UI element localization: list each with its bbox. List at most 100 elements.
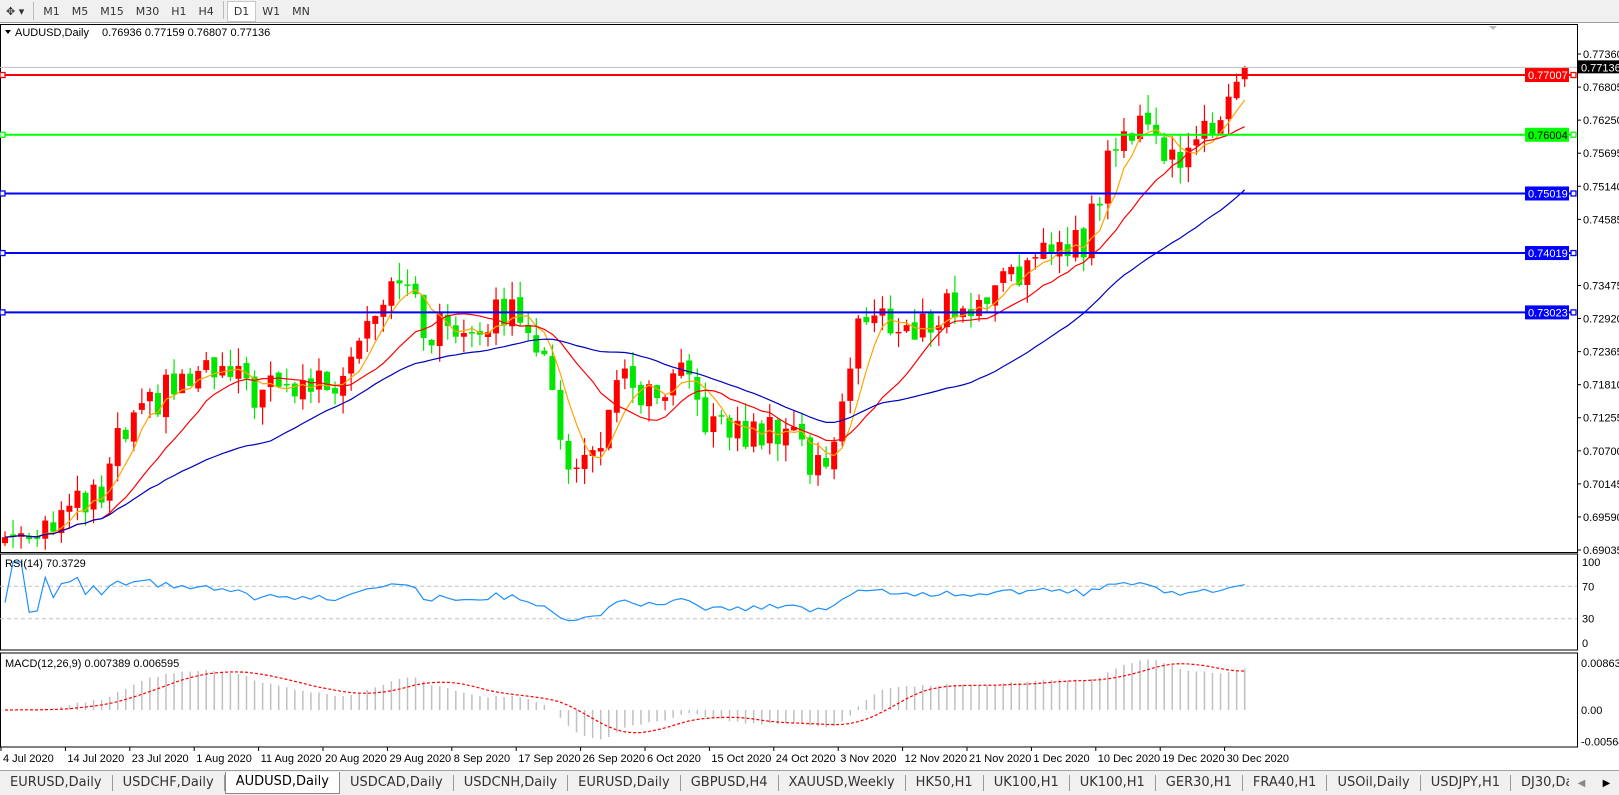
bear-candle [1096,203,1103,206]
ma-slow-line [4,189,1246,538]
bull-candle [1072,230,1079,258]
bear-candle [1080,228,1087,258]
bull-candle [146,391,153,402]
scroll-left-icon[interactable]: ◀ [1577,777,1586,789]
date-axis-label: 29 Aug 2020 [389,753,451,765]
bull-candle [203,360,210,371]
date-axis-label: 15 Oct 2020 [711,753,771,765]
date-axis-label: 19 Dec 2020 [1162,753,1224,765]
bear-candle [307,378,314,392]
tab-usoil-daily[interactable]: USOil,Daily [1327,775,1421,791]
bear-candle [324,371,330,391]
bull-candle [388,281,395,306]
hline-handle [1570,131,1577,138]
bull-candle [782,428,789,446]
hline-handle [1570,309,1577,316]
price-axis-label: 0.76805 [1583,82,1619,94]
timeframe-m30[interactable]: M30 [135,4,160,18]
bull-candle [662,397,669,401]
hline-handle [0,190,6,197]
timeframe-mn[interactable]: MN [292,4,310,18]
bear-candle [1016,266,1023,286]
price-axis-label: 0.71255 [1583,413,1619,425]
bear-candle [863,316,870,323]
bear-candle [122,429,129,440]
tab-uk100-h1[interactable]: UK100,H1 [984,775,1070,791]
tab-eurusd-daily[interactable]: EURUSD,Daily [0,775,113,791]
bear-candle [396,280,403,284]
price-axis-label: 0.72365 [1583,347,1619,359]
price-chart[interactable]: 0.77360 0.76805 0.76250 0.75695 0.75140 0.745… [0,24,1619,770]
timeframe-m5[interactable]: M5 [71,4,89,18]
timeframe-buttons: M1 M5 M15 M30 H1 H4 D1 W1 MN [37,0,316,22]
tab-scroll-arrows[interactable]: ◀ ▶ [1569,771,1619,795]
tab-hk50-h1[interactable]: HK50,H1 [906,775,984,791]
bull-candle [114,428,121,467]
tab-ger30-h1[interactable]: GER30,H1 [1156,775,1243,791]
price-axis-label: 0.69590 [1583,512,1619,524]
timeframe-h4[interactable]: H4 [198,4,214,18]
bull-candle [219,366,226,376]
date-axis-label: 21 Nov 2020 [969,753,1031,765]
bear-candle [823,458,830,467]
current-price-label: 0.77136 [1581,62,1619,74]
bear-candle [26,535,33,540]
hline-handle [0,309,6,316]
bear-candle [34,536,41,539]
tab-usdcnh-daily[interactable]: USDCNH,Daily [454,775,569,791]
bear-candle [1177,151,1184,168]
bear-candle [1209,122,1216,135]
bull-candle [1008,266,1015,275]
bull-candle [74,490,81,508]
tab-audusd-daily[interactable]: AUDUSD,Daily [224,772,340,794]
hline-handle [0,131,6,138]
bull-candle [90,484,97,510]
timeframe-h1[interactable]: H1 [171,4,187,18]
tab-usdcad-daily[interactable]: USDCAD,Daily [340,775,454,791]
date-axis-label: 17 Sep 2020 [518,753,580,765]
bear-candle [1112,149,1119,151]
bull-candle [460,333,467,337]
bull-candle [348,356,355,374]
tab-xauusd-weekly[interactable]: XAUUSD,Weekly [779,775,906,791]
bull-candle [1040,242,1047,259]
bull-candle [573,467,580,470]
macd-axis-label: 0.008633 [1581,658,1619,670]
bull-candle [589,450,596,456]
macd-axis-label: 0.00 [1581,705,1602,717]
crosshair-tool-icon[interactable]: ✥ ▾ [6,4,25,18]
price-axis-label: 0.70145 [1583,479,1619,491]
bull-candle [1201,120,1208,139]
bull-candle [1088,203,1095,259]
bear-candle [984,297,991,304]
hline-price-label: 0.77007 [1528,70,1568,82]
tab-usdchf-daily[interactable]: USDCHF,Daily [113,775,225,791]
bear-candle [927,312,934,333]
timeframe-m1[interactable]: M1 [43,4,60,18]
bull-candle [485,332,491,338]
timeframe-m15[interactable]: M15 [100,4,124,18]
bull-candle [750,421,757,447]
tab-usdjpy-h1[interactable]: USDJPY,H1 [1421,775,1511,791]
tab-eurusd-daily[interactable]: EURUSD,Daily [568,775,681,791]
bear-candle [686,360,693,375]
bull-candle [895,331,902,334]
ma-mid-line [4,126,1245,538]
tab-uk100-h1[interactable]: UK100,H1 [1070,775,1156,791]
toolbar-divider [33,2,35,20]
hline-price-label: 0.74019 [1528,248,1568,260]
bull-candle [903,325,910,332]
bull-candle [855,318,862,369]
bull-candle [2,537,8,544]
bear-candle [227,366,234,377]
timeframe-w1[interactable]: W1 [262,4,281,18]
tab-gbpusd-h4[interactable]: GBPUSD,H4 [681,775,779,791]
hline-price-label: 0.75019 [1528,188,1568,200]
timeframe-d1[interactable]: D1 [226,0,257,22]
ma-fast-line [4,99,1246,538]
bear-candle [420,294,427,338]
tab-fra40-h1[interactable]: FRA40,H1 [1243,775,1328,791]
date-axis-label: 12 Nov 2020 [905,753,967,765]
scroll-right-icon[interactable]: ▶ [1602,777,1611,789]
hline-price-tag [1525,68,1569,83]
